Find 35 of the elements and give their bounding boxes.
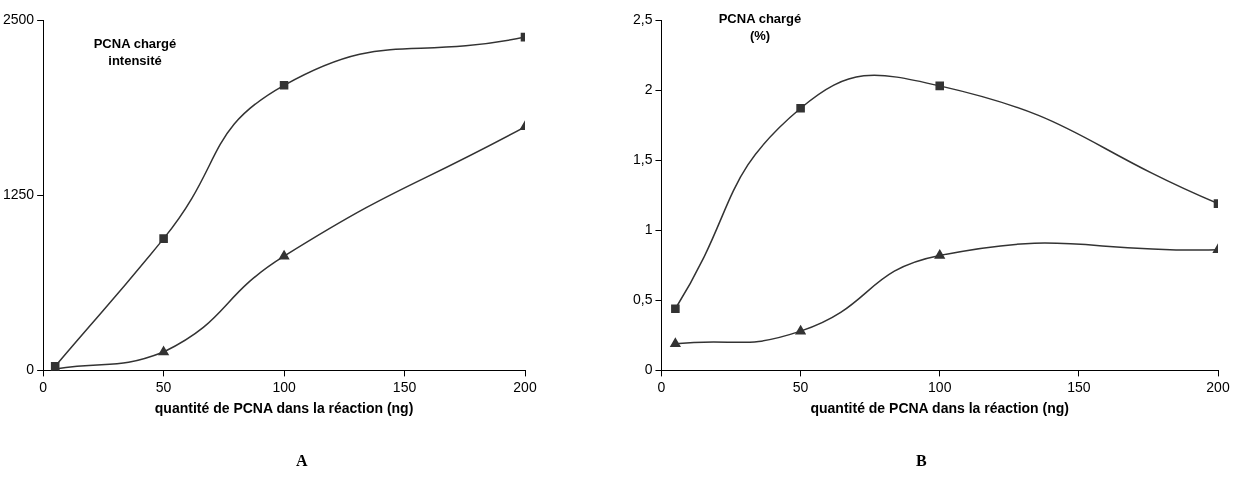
x-tick-label: 0: [657, 378, 666, 395]
x-tick-label: 50: [155, 378, 172, 395]
x-tick-label: 200: [513, 378, 537, 395]
y-tick-label: 0,5: [632, 291, 653, 308]
y-tick-label: 0: [26, 361, 35, 378]
point: [795, 325, 806, 335]
y-tick-label: 1,5: [632, 151, 653, 168]
y-tick-label: 2: [644, 80, 653, 97]
point: [671, 304, 680, 314]
point: [158, 346, 169, 356]
x-tick-label: 100: [928, 378, 952, 395]
point: [796, 104, 805, 113]
point: [159, 234, 168, 243]
text: B: [916, 452, 927, 470]
text: A: [296, 452, 308, 470]
point: [670, 338, 681, 348]
y-tick-label: 2,5: [632, 10, 653, 27]
x-axis-title: quantité de PCNA dans la réaction (ng): [810, 400, 1069, 417]
point: [934, 249, 945, 259]
x-tick-label: 200: [1206, 378, 1230, 395]
y-tick-label: 1: [644, 221, 653, 238]
y-axis-title: PCNA chargé intensité: [92, 35, 178, 69]
x-axis-title: quantité de PCNA dans la réaction (ng): [154, 400, 414, 417]
x-tick-label: 150: [392, 378, 417, 395]
point: [279, 81, 289, 90]
x-tick-label: 150: [1067, 378, 1091, 395]
x-tick-label: 50: [792, 378, 809, 395]
y-tick-label: 2500: [2, 10, 35, 27]
x-tick-label: 100: [272, 378, 296, 395]
y-tick-label: 1250: [2, 186, 35, 203]
point: [278, 250, 290, 260]
y-axis-title: PCNA chargé (%): [717, 10, 803, 44]
x-tick-label: 0: [39, 378, 48, 395]
point: [935, 81, 945, 91]
y-tick-label: 0: [644, 361, 653, 378]
